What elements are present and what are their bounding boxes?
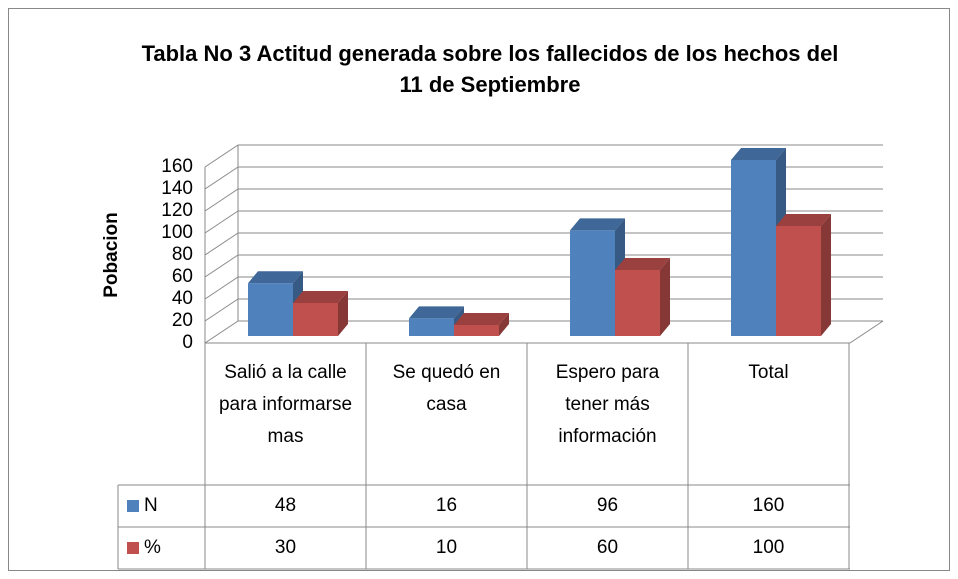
legend-key [127,500,139,512]
legend-label: N [144,495,158,516]
floor-edge [849,320,884,344]
table-value: 60 [597,537,618,558]
y-tick-label: 80 [172,244,193,265]
grid-line-side [204,232,239,256]
chart-frame [8,8,950,571]
bar [454,325,499,336]
y-tick-label: 120 [161,200,193,221]
x-tick-label: Espero para tener más información [555,362,660,447]
bar-top [776,214,831,226]
bar [293,303,338,336]
bar-top [615,258,670,270]
table-value: 96 [597,495,618,516]
grid-line-side [204,166,239,190]
y-tick-label: 20 [172,310,193,331]
table-value: 16 [436,495,457,516]
grid-line-side [204,298,239,322]
y-tick-label: 60 [172,266,193,287]
bar [409,318,454,336]
bar-top [570,218,625,231]
y-tick-label: 40 [172,288,193,309]
grid-line-side [204,276,239,300]
table-value: 30 [275,537,296,558]
bar [776,226,821,336]
table-value: 48 [275,495,296,516]
bar-side [660,258,670,336]
bar [248,283,293,336]
bar [615,270,660,336]
grid-line-side [204,210,239,234]
bar [731,160,776,336]
grid-line-side [204,254,239,278]
y-axis-label: Pobacion [101,212,122,298]
table-value: 160 [753,495,785,516]
bar-top [409,306,464,319]
x-tick-label: Salió a la calle para informarse mas [218,362,353,447]
table-value: 100 [753,537,785,558]
y-tick-label: 140 [161,178,193,199]
chart-title: Tabla No 3 Actitud generada sobre los fa… [141,41,839,97]
bar-top [293,291,348,303]
bar-side [499,313,509,336]
y-tick-label: 100 [161,222,193,243]
y-tick-label: 160 [161,156,193,177]
legend-label: % [144,537,161,558]
grid-line-side [204,144,239,168]
table-value: 10 [436,537,457,558]
legend-key [127,542,139,554]
x-tick-label: Total [748,362,789,383]
grid-line-side [204,188,239,212]
x-tick-label: Se quedó en casa [392,362,501,415]
bar-top [731,148,786,160]
bar-side [338,291,348,336]
bar-top [454,313,509,325]
y-tick-label: 0 [182,332,193,353]
bar [570,230,615,336]
grid-line-side [204,320,239,344]
bar-top [248,271,303,284]
bar-side [821,214,831,336]
